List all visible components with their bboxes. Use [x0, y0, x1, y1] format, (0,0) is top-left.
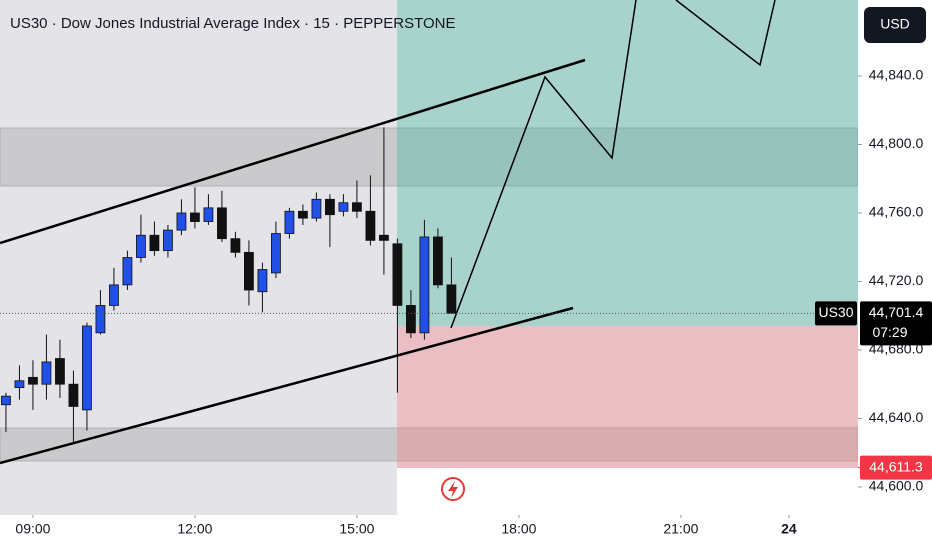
candle-body — [149, 234, 160, 252]
candle-body — [298, 210, 308, 219]
candle-body — [244, 251, 254, 291]
x-tick-label: 24 — [781, 521, 797, 537]
candle-body — [41, 361, 52, 385]
candle-body — [190, 212, 200, 222]
currency-button[interactable] — [864, 7, 926, 43]
stop-price-box — [860, 455, 932, 480]
stop-price-label: 44,611.3 — [869, 458, 923, 474]
candle-body — [82, 325, 92, 411]
last-price-label: 44,701.4 — [869, 304, 924, 320]
x-tick-label: 15:00 — [339, 521, 374, 537]
x-tick-label: 18:00 — [501, 521, 536, 537]
x-tick-label: 12:00 — [177, 521, 212, 537]
chart-title: US30 · Dow Jones Industrial Average Inde… — [10, 15, 456, 32]
y-tick-label: 44,720.0 — [869, 272, 924, 288]
x-tick-label: 21:00 — [663, 521, 698, 537]
y-tick-label: 44,800.0 — [869, 135, 924, 151]
candle-body — [325, 198, 335, 216]
currency-label[interactable]: USD — [880, 16, 910, 32]
candle-body — [271, 233, 281, 274]
candle-body — [109, 284, 119, 306]
last-price-box — [860, 301, 932, 346]
candle-body — [68, 383, 79, 407]
candle-body — [230, 238, 241, 253]
candle-body — [338, 202, 349, 212]
candle-body — [352, 202, 362, 212]
candle-body — [446, 284, 457, 314]
y-tick-label: 44,840.0 — [869, 67, 924, 83]
candle-body — [28, 376, 38, 385]
x-tick-label: 09:00 — [15, 521, 50, 537]
candle-body — [1, 395, 11, 406]
time-axis — [0, 515, 858, 550]
candle-body — [136, 234, 146, 258]
channel-lower — [0, 306, 574, 465]
candle-body — [95, 305, 106, 334]
symbol-label-box — [815, 301, 857, 326]
candle-body — [392, 243, 403, 306]
candle-body — [406, 305, 416, 334]
stop-zone — [397, 326, 858, 468]
candle-body — [284, 210, 295, 234]
candle-body — [311, 198, 322, 219]
candle-body — [176, 212, 187, 231]
candle-body — [257, 269, 268, 293]
projection-path — [675, 0, 776, 67]
projection-path — [450, 0, 637, 329]
plot — [1, 127, 457, 443]
y-tick-label: 44,640.0 — [869, 409, 924, 425]
candle-body — [365, 210, 376, 241]
symbol-label: US30 — [818, 304, 853, 320]
target-zone — [397, 0, 858, 326]
candle-body — [379, 234, 389, 241]
selected-range-background — [0, 0, 397, 515]
candle-body — [203, 207, 214, 222]
logo — [441, 477, 465, 501]
candle-body — [433, 236, 443, 286]
y-tick-label: 44,760.0 — [869, 204, 924, 220]
candle-body — [14, 380, 25, 389]
channel-upper — [0, 58, 586, 245]
countdown: 07:29 — [872, 324, 907, 340]
y-tick-label: 44,600.0 — [869, 478, 924, 494]
candle-body — [217, 207, 227, 240]
candle-body — [122, 257, 133, 286]
candle-body — [419, 236, 430, 334]
candle-body — [55, 358, 65, 385]
candle-body — [163, 229, 173, 252]
